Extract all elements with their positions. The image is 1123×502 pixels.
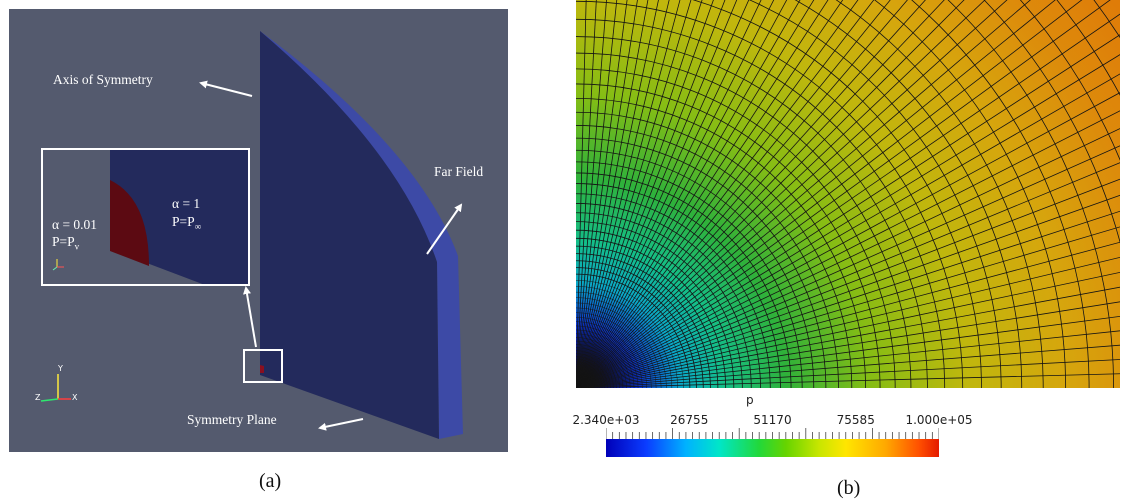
mesh-ray xyxy=(576,0,775,388)
axis-of-symmetry-label: Axis of Symmetry xyxy=(53,72,153,87)
mesh-ray xyxy=(576,178,1120,388)
mesh-ray xyxy=(576,0,750,388)
colorbar-tick-label: 2.340e+03 xyxy=(572,413,640,427)
inset-frame xyxy=(41,148,250,286)
colorbar-title: p xyxy=(746,393,754,407)
mesh-ray xyxy=(576,128,1120,388)
colorbar-tick-label: 75585 xyxy=(836,413,875,427)
mesh-ray xyxy=(576,194,1120,388)
mesh-ray xyxy=(576,0,726,388)
mesh-ray xyxy=(576,0,762,388)
mesh-ray xyxy=(576,0,1008,388)
outer-alpha-label: α = 1 xyxy=(172,196,201,211)
farfield-arrow xyxy=(426,203,463,255)
mesh-ray xyxy=(576,54,1120,388)
mesh-ray xyxy=(576,0,908,388)
mesh-ray xyxy=(576,0,628,388)
mesh-ray xyxy=(576,0,829,388)
mesh-ray xyxy=(576,0,618,388)
inner-pressure-label: P=Pv xyxy=(52,234,80,252)
mesh-ray xyxy=(576,73,1120,388)
mesh-ray xyxy=(576,0,891,388)
geometry-svg xyxy=(40,31,463,439)
mesh-ray xyxy=(576,0,801,388)
geometry-panel: Axis of Symmetry Far Field Symmetry Plan… xyxy=(9,9,508,452)
mesh-ray xyxy=(576,0,1056,388)
orientation-axes-icon xyxy=(40,374,71,402)
mesh-ray xyxy=(576,0,649,388)
mesh-ray xyxy=(576,0,670,388)
mesh-ray xyxy=(576,373,1120,388)
mesh-ray xyxy=(576,0,1083,388)
mesh-ray xyxy=(576,0,659,388)
mesh-ray xyxy=(576,330,1120,388)
mesh-ray xyxy=(576,0,597,388)
inner-alpha-label: α = 0.01 xyxy=(52,217,98,232)
domain-face xyxy=(260,31,439,439)
mesh-ray xyxy=(576,34,1120,388)
far-field-label: Far Field xyxy=(434,164,484,179)
mesh-ray xyxy=(576,0,844,388)
colorbar-tick-label: 1.000e+05 xyxy=(905,413,973,427)
mesh-ray xyxy=(576,0,859,388)
mesh-ray xyxy=(576,0,703,388)
colorbar-tick-label: 51170 xyxy=(753,413,792,427)
mesh-ray xyxy=(576,0,965,388)
outer-pressure-label: P=P∞ xyxy=(172,214,202,232)
mesh-ray xyxy=(576,92,1120,388)
zoom-arrow xyxy=(243,286,257,348)
colorbar-tick-label: 26755 xyxy=(670,413,709,427)
mesh-ray xyxy=(576,344,1120,388)
mesh-ray xyxy=(576,0,788,388)
mesh-ray xyxy=(576,145,1120,388)
mesh-ray xyxy=(576,315,1120,388)
pressure-field-panel xyxy=(576,0,1120,388)
mesh-ray xyxy=(576,0,1111,388)
axis-arrow xyxy=(199,80,253,97)
mesh-ray xyxy=(576,271,1120,388)
mesh-ray xyxy=(576,0,681,388)
vapor-bubble xyxy=(110,180,149,266)
caption-b: (b) xyxy=(837,477,861,499)
mesh-ray xyxy=(576,241,1120,388)
mesh-ray xyxy=(576,0,638,388)
mesh-ray xyxy=(576,0,587,388)
mesh-ray xyxy=(576,13,1120,388)
pressure-mesh-plot xyxy=(576,0,1120,388)
mesh-ray xyxy=(576,0,986,388)
colorbar xyxy=(606,439,939,457)
mesh-ray xyxy=(576,301,1120,388)
mesh-ray xyxy=(576,0,692,388)
far-field-surface xyxy=(260,31,463,439)
caption-a: (a) xyxy=(259,470,282,492)
mesh-ray xyxy=(576,256,1120,388)
axis-x-label: X xyxy=(72,393,78,402)
axis-z-label: Z xyxy=(35,393,41,402)
mesh-ray xyxy=(576,0,714,388)
zoom-box xyxy=(243,349,283,383)
colorbar-ticks xyxy=(606,428,939,439)
axis-y-label: Y xyxy=(58,364,63,373)
mesh-ray xyxy=(576,0,875,388)
mesh-ray xyxy=(576,210,1120,388)
mesh-ray xyxy=(576,162,1120,388)
symmetry-arrow xyxy=(318,418,364,431)
symmetry-plane-label: Symmetry Plane xyxy=(187,412,277,427)
mesh-ray xyxy=(576,0,945,388)
mesh-ray xyxy=(576,0,815,388)
inset-axes-icon xyxy=(52,259,64,271)
mesh-ray xyxy=(576,0,1031,388)
mesh-ray xyxy=(576,0,926,388)
mesh-ray xyxy=(576,359,1120,388)
mesh-ray xyxy=(576,0,738,388)
mesh-ray xyxy=(576,226,1120,388)
mesh-ray xyxy=(576,110,1120,388)
mesh-ray xyxy=(576,286,1120,388)
mesh-ray xyxy=(576,0,607,388)
